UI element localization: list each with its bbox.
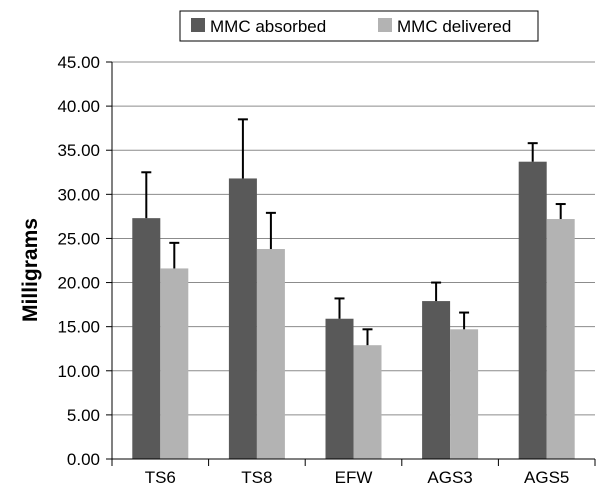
x-tick-label: EFW: [335, 468, 373, 487]
y-tick-label: 40.00: [57, 97, 100, 116]
bar-absorbed-ts8: [228, 178, 257, 459]
y-tick-label: 30.00: [57, 185, 100, 204]
y-tick-label: 15.00: [57, 318, 100, 337]
y-tick-label: 20.00: [57, 274, 100, 293]
y-axis-title: Milligrams: [19, 218, 42, 322]
bar-delivered-ags5: [546, 219, 575, 459]
legend-box: [179, 10, 539, 42]
bar-delivered-ts8: [256, 249, 285, 459]
x-tick-labels: TS6 TS8 EFW AGS3 AGS5: [145, 468, 570, 487]
y-tick-label: 0.00: [67, 450, 100, 469]
y-tick-label: 25.00: [57, 229, 100, 248]
bar-absorbed-ts6: [132, 218, 161, 459]
x-tick-label: AGS5: [524, 468, 569, 487]
y-tick-label: 35.00: [57, 141, 100, 160]
x-tick-label: TS6: [145, 468, 176, 487]
y-tick-label: 45.00: [57, 53, 100, 72]
gridlines: [112, 61, 595, 416]
legend-label-absorbed: MMC absorbed: [210, 17, 326, 36]
y-tick-label: 5.00: [67, 406, 100, 425]
bar-absorbed-ags5: [518, 161, 547, 460]
legend: MMC absorbed MMC delivered: [179, 10, 539, 42]
legend-swatch-absorbed: [191, 18, 205, 32]
bar-delivered-ags3: [450, 329, 479, 459]
bar-delivered-efw: [353, 345, 382, 459]
axes: [106, 61, 596, 466]
y-tick-labels: 0.00 5.00 10.00 15.00 20.00 25.00 30.00 35.00 40…: [57, 53, 100, 469]
bar-absorbed-efw: [325, 318, 354, 459]
bars: [132, 161, 575, 460]
error-bars: [141, 118, 566, 346]
y-tick-label: 10.00: [57, 362, 100, 381]
bar-delivered-ts6: [160, 268, 189, 459]
legend-swatch-delivered: [378, 18, 392, 32]
legend-label-delivered: MMC delivered: [397, 17, 511, 36]
x-tick-label: AGS3: [427, 468, 472, 487]
x-tick-label: TS8: [241, 468, 272, 487]
bar-absorbed-ags3: [422, 301, 451, 459]
